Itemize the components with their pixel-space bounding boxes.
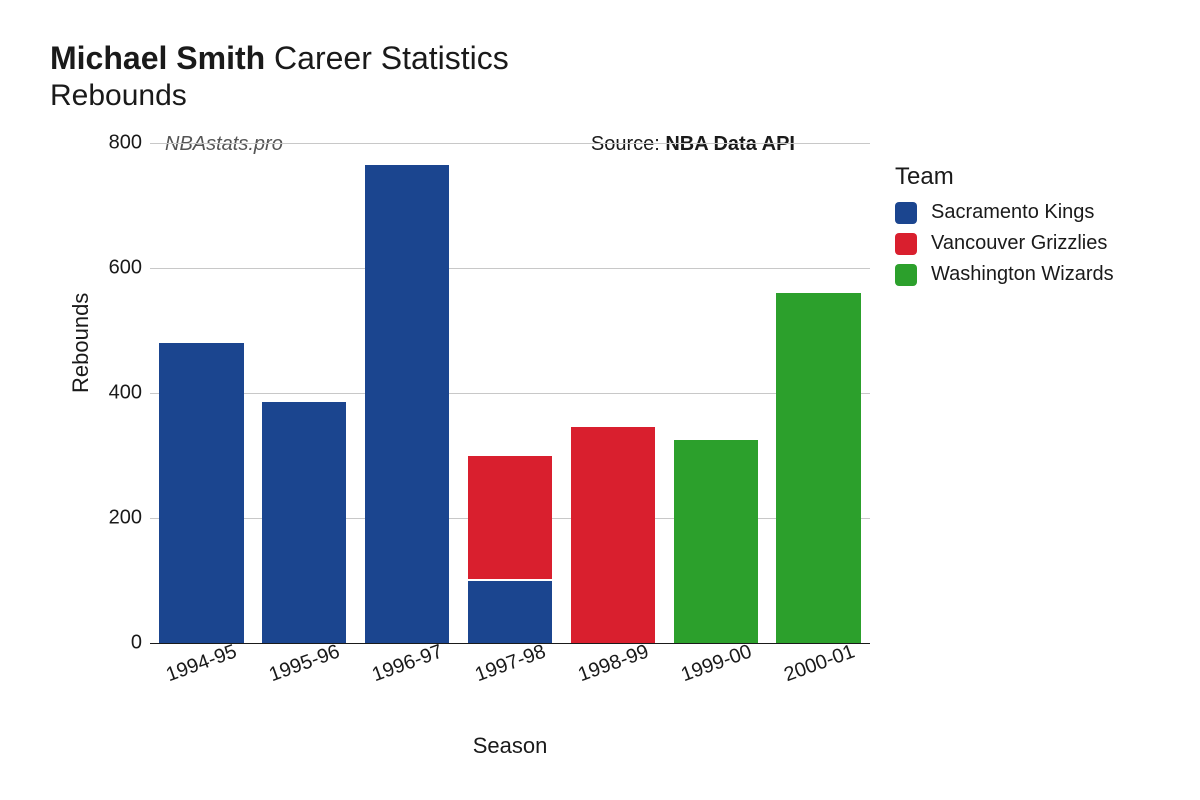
gridline: [150, 143, 870, 144]
x-axis-baseline: [150, 643, 870, 644]
legend-item: Washington Wizards: [895, 263, 1114, 286]
bar-segment: [468, 581, 552, 644]
legend-items: Sacramento Kings Vancouver Grizzlies Washi…: [895, 201, 1114, 286]
x-tick-label: 1997-98: [472, 640, 549, 687]
legend-label: Sacramento Kings: [931, 201, 1094, 224]
y-ticks: 0200400600800: [50, 143, 150, 643]
legend-swatch: [895, 233, 917, 255]
plot-area: [150, 143, 870, 643]
legend-label: Vancouver Grizzlies: [931, 232, 1107, 255]
legend-item: Vancouver Grizzlies: [895, 232, 1114, 255]
y-tick-label: 400: [109, 382, 142, 405]
x-tick-label: 1999-00: [678, 640, 755, 687]
x-axis-label: Season: [150, 733, 870, 759]
legend-label: Washington Wizards: [931, 263, 1114, 286]
y-tick-label: 800: [109, 132, 142, 155]
x-tick-label: 1994-95: [164, 640, 241, 687]
y-tick-label: 600: [109, 257, 142, 280]
x-tick-label: 1995-96: [266, 640, 343, 687]
x-tick-label: 1996-97: [369, 640, 446, 687]
y-tick-label: 200: [109, 507, 142, 530]
y-tick-label: 0: [131, 632, 142, 655]
x-tick-label: 2000-01: [781, 640, 858, 687]
legend-swatch: [895, 264, 917, 286]
legend: Team Sacramento Kings Vancouver Grizzlies…: [895, 163, 1114, 294]
bar-segment: [365, 165, 449, 643]
bar-segment: [159, 343, 243, 643]
bar-segment: [776, 293, 860, 643]
x-tick-label: 1998-99: [575, 640, 652, 687]
legend-item: Sacramento Kings: [895, 201, 1114, 224]
bar-segment: [468, 456, 552, 579]
chart-subtitle: Rebounds: [50, 79, 1150, 113]
x-ticks: 1994-951995-961996-971997-981998-991999-…: [150, 653, 870, 723]
gridline: [150, 268, 870, 269]
bar-segment: [674, 440, 758, 643]
title-suffix: Career Statistics: [274, 40, 509, 76]
bar-segment: [262, 402, 346, 643]
chart-container: Michael Smith Career Statistics Rebounds…: [0, 0, 1200, 800]
player-name: Michael Smith: [50, 40, 265, 76]
chart-title: Michael Smith Career Statistics: [50, 40, 1150, 77]
gridline: [150, 393, 870, 394]
legend-title: Team: [895, 163, 1114, 191]
title-block: Michael Smith Career Statistics Rebounds: [50, 40, 1150, 113]
legend-swatch: [895, 202, 917, 224]
bar-segment: [571, 427, 655, 643]
